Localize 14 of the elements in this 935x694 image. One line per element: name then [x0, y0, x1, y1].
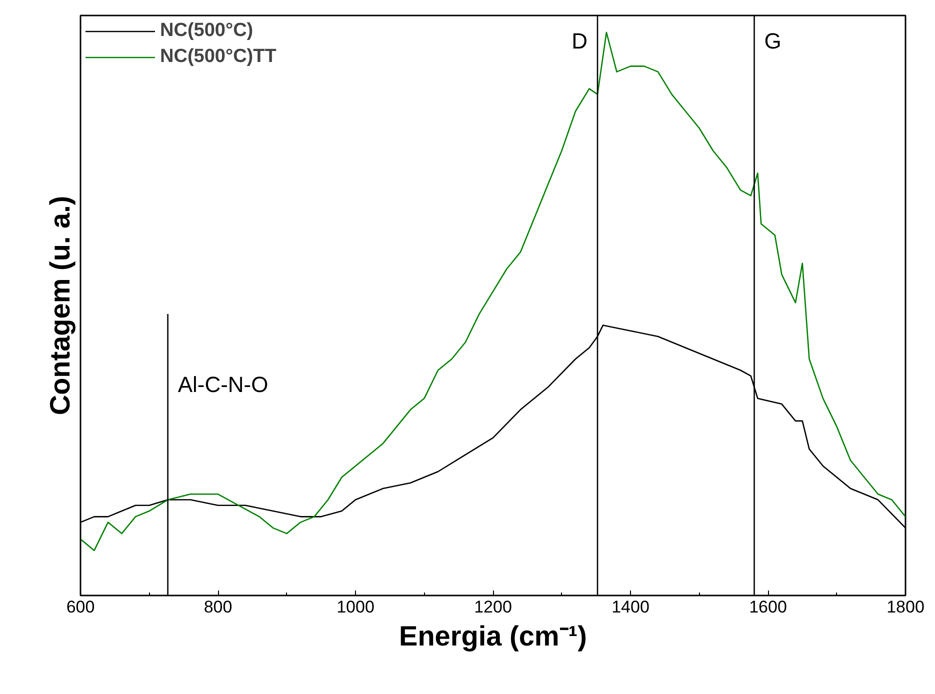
x-tick-label: 1400: [612, 598, 650, 616]
x-tick-label: 800: [204, 598, 232, 616]
legend-label: NC(500°C): [160, 20, 254, 42]
x-axis-title: Energia (cm⁻¹): [399, 620, 587, 652]
x-tick-label: 1200: [474, 598, 512, 616]
x-tick-label: 1000: [336, 598, 374, 616]
legend-label: NC(500°C)TT: [160, 46, 276, 68]
y-axis-title: Contagem (u. a.): [44, 196, 76, 416]
x-tick-label: 1800: [886, 598, 924, 616]
ref-line-label: Al-C-N-O: [178, 372, 268, 397]
ref-line-label: D: [572, 28, 588, 54]
x-tick-label: 1600: [749, 598, 787, 616]
ref-line-label: G: [764, 28, 782, 54]
x-tick-label: 600: [66, 598, 95, 616]
